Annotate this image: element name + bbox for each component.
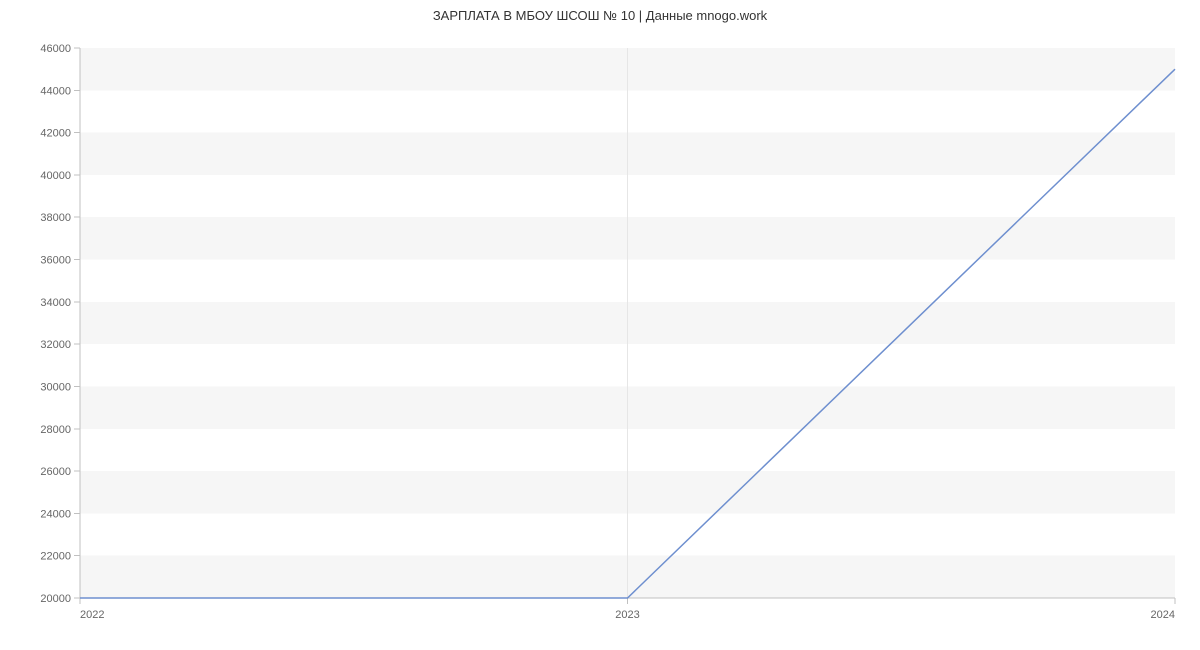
y-tick-label: 32000 xyxy=(40,339,71,351)
y-tick-label: 36000 xyxy=(40,255,71,267)
y-tick-label: 20000 xyxy=(40,593,71,605)
y-tick-label: 40000 xyxy=(40,170,71,182)
y-tick-label: 34000 xyxy=(40,297,71,309)
salary-chart: ЗАРПЛАТА В МБОУ ШСОШ № 10 | Данные mnogo… xyxy=(0,0,1200,650)
y-tick-label: 30000 xyxy=(40,381,71,393)
y-tick-label: 38000 xyxy=(40,212,71,224)
x-tick-label: 2024 xyxy=(1151,609,1175,621)
y-tick-label: 46000 xyxy=(40,43,71,55)
y-tick-label: 26000 xyxy=(40,466,71,478)
chart-title: ЗАРПЛАТА В МБОУ ШСОШ № 10 | Данные mnogo… xyxy=(0,8,1200,23)
y-tick-label: 44000 xyxy=(40,85,71,97)
y-tick-label: 42000 xyxy=(40,128,71,140)
x-tick-label: 2023 xyxy=(615,609,639,621)
y-tick-label: 22000 xyxy=(40,551,71,563)
chart-svg: 20000 22000 24000 26000 28000 30000 32000 34000… xyxy=(0,0,1200,650)
x-tick-label: 2022 xyxy=(80,609,104,621)
y-tick-label: 24000 xyxy=(40,508,71,520)
y-tick-label: 28000 xyxy=(40,424,71,436)
